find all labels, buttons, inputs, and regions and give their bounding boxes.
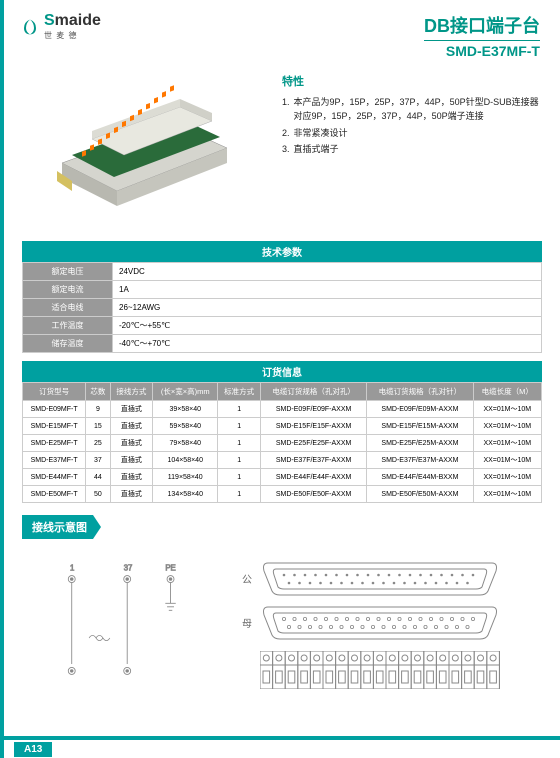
spec-row: 储存温度-40℃～+70℃	[23, 335, 542, 353]
title-main: DB接口端子台	[424, 12, 540, 38]
order-heading: 订货信息	[22, 361, 542, 382]
order-row: SMD-E09MF-T9直插式39×58×401SMD-E09F/E09F-AX…	[23, 401, 542, 418]
connector-diagrams: 公 母	[242, 559, 532, 691]
features-heading: 特性	[282, 73, 542, 89]
spec-row: 额定电压24VDC	[23, 263, 542, 281]
page-footer: A13	[4, 736, 560, 758]
page-number: A13	[14, 742, 52, 757]
male-label: 公	[242, 571, 254, 586]
terminal-strip	[260, 651, 500, 689]
diagram-heading: 接线示意图	[22, 515, 101, 539]
spec-row: 工作温度-20℃～+55℃	[23, 317, 542, 335]
logo-icon	[20, 17, 40, 37]
dsub-male	[260, 559, 500, 597]
spec-heading: 技术参数	[22, 241, 542, 262]
brand-logo: Smaide 世 麦 德	[20, 12, 101, 41]
brand-sub: 世 麦 德	[44, 30, 101, 41]
order-table: 订货型号芯数接线方式(长×宽×高)mm标准方式电缆订货规格（孔对孔）电缆订货规格…	[22, 382, 542, 503]
product-image	[22, 73, 262, 233]
wiring-diagram: 1 37 PE	[32, 560, 212, 690]
svg-text:37: 37	[124, 563, 133, 572]
brand-name: Smaide	[44, 12, 101, 30]
product-title: DB接口端子台 SMD-E37MF-T	[424, 12, 540, 59]
feature-item: 2.非常紧凑设计	[282, 126, 542, 140]
svg-text:PE: PE	[165, 563, 175, 572]
order-row: SMD-E15MF-T15直插式59×58×401SMD-E15F/E15F-A…	[23, 418, 542, 435]
dsub-female	[260, 603, 500, 641]
features-list: 1.本产品为9P，15P，25P，37P，44P，50P针型D-SUB连接器对应…	[282, 95, 542, 157]
order-row: SMD-E25MF-T25直插式79×58×401SMD-E25F/E25F-A…	[23, 435, 542, 452]
feature-item: 1.本产品为9P，15P，25P，37P，44P，50P针型D-SUB连接器对应…	[282, 95, 542, 124]
svg-text:1: 1	[70, 563, 74, 572]
order-row: SMD-E50MF-T50直插式134×58×401SMD-E50F/E50F-…	[23, 486, 542, 503]
spec-row: 适合电线26~12AWG	[23, 299, 542, 317]
spec-table: 额定电压24VDC额定电流1A适合电线26~12AWG工作温度-20℃～+55℃…	[22, 262, 542, 353]
spec-row: 额定电流1A	[23, 281, 542, 299]
order-row: SMD-E37MF-T37直插式104×58×401SMD-E37F/E37F-…	[23, 452, 542, 469]
title-model: SMD-E37MF-T	[424, 40, 540, 59]
feature-item: 3.直插式端子	[282, 142, 542, 156]
order-row: SMD-E44MF-T44直插式119×58×401SMD-E44F/E44F-…	[23, 469, 542, 486]
female-label: 母	[242, 615, 254, 630]
